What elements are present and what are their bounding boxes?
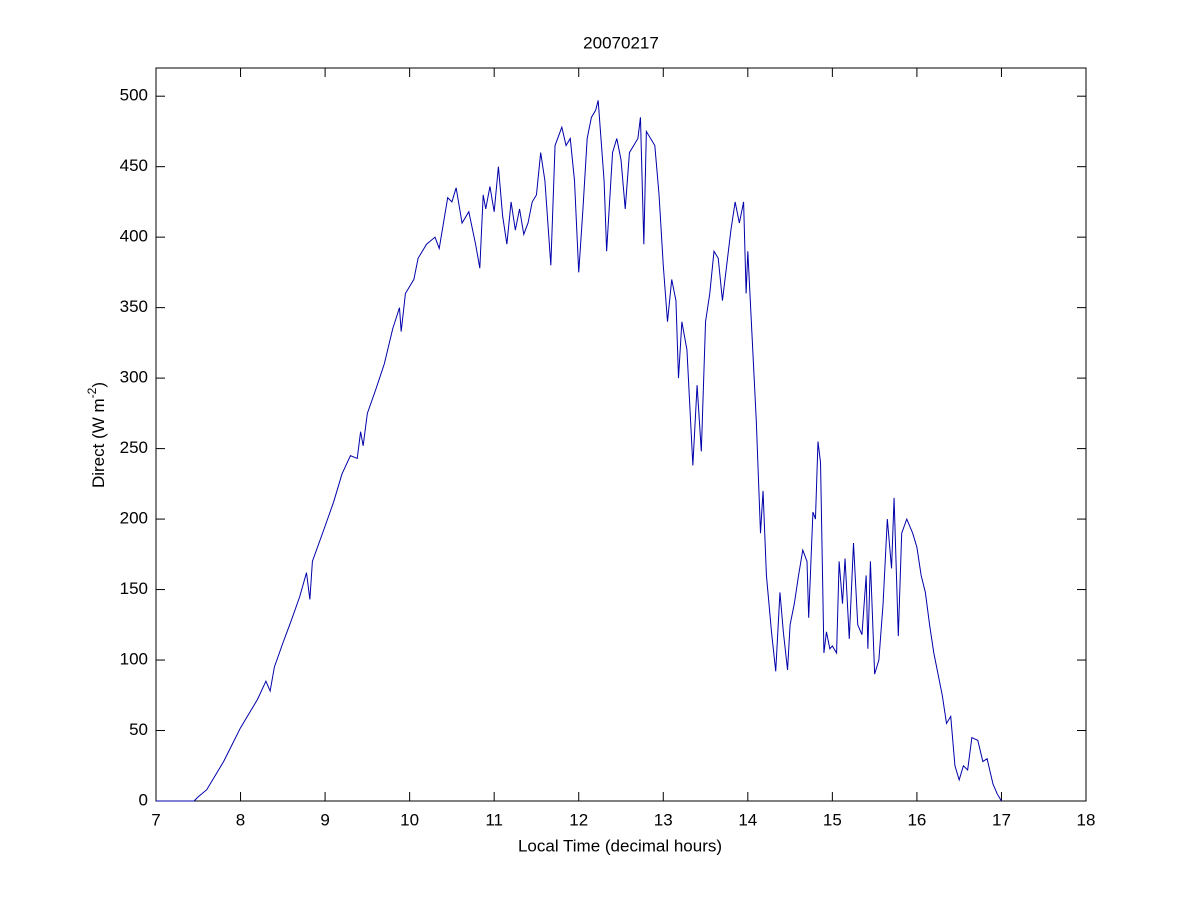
- x-tick-label: 10: [400, 810, 419, 829]
- data-line: [156, 100, 1002, 802]
- x-tick-label: 14: [738, 810, 757, 829]
- y-tick-label: 250: [120, 438, 148, 457]
- x-tick-label: 16: [907, 810, 926, 829]
- x-tick-label: 18: [1077, 810, 1096, 829]
- x-tick-label: 12: [569, 810, 588, 829]
- y-axis-label-main: Direct (W m: [89, 398, 108, 488]
- y-axis-label-sup: -2: [85, 387, 99, 398]
- y-tick-label: 150: [120, 579, 148, 598]
- x-tick-label: 17: [992, 810, 1011, 829]
- y-tick-label: 200: [120, 509, 148, 528]
- chart-title: 20070217: [583, 33, 659, 52]
- y-tick-label: 450: [120, 156, 148, 175]
- y-tick-label: 350: [120, 297, 148, 316]
- x-tick-label: 13: [654, 810, 673, 829]
- y-tick-label: 50: [129, 720, 148, 739]
- y-tick-label: 300: [120, 368, 148, 387]
- y-tick-label: 400: [120, 227, 148, 246]
- y-tick-label: 500: [120, 86, 148, 105]
- x-axis-label: Local Time (decimal hours): [518, 836, 722, 855]
- axes-box: [155, 67, 1087, 802]
- x-tick-label: 9: [320, 810, 329, 829]
- y-axis-label-end: ): [89, 382, 108, 388]
- y-axis-label: Direct (W m-2): [85, 382, 108, 488]
- y-tick-label: 100: [120, 650, 148, 669]
- x-tick-label: 11: [485, 810, 503, 829]
- x-tick-label: 15: [823, 810, 842, 829]
- y-tick-label: 0: [139, 790, 148, 809]
- x-tick-label: 8: [236, 810, 245, 829]
- x-tick-label: 7: [151, 810, 160, 829]
